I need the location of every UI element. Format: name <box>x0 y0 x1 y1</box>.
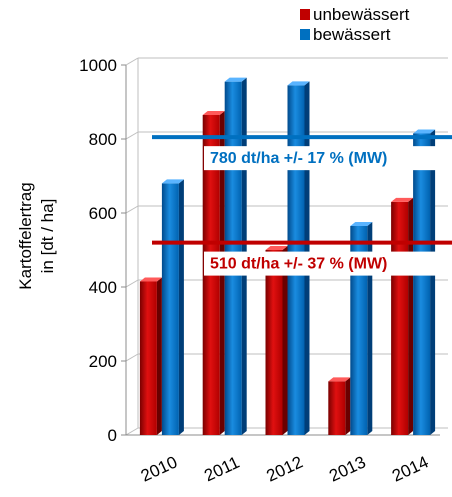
reference-label-bg <box>204 251 452 276</box>
legend-swatch <box>300 29 310 40</box>
reference-lines: 780 dt/ha +/- 17 % (MW) 510 dt/ha +/- 37 … <box>152 135 452 276</box>
y-axis-label-line: in [dt / ha] <box>38 199 57 274</box>
bar-side <box>408 197 414 435</box>
x-tick-label: 2012 <box>264 452 306 485</box>
bar-front <box>413 133 431 435</box>
bar-front <box>391 201 409 435</box>
bar-bewaessert-2010 <box>161 179 184 435</box>
y-axis-label-line: Kartoffelertrag <box>16 182 35 289</box>
grid-line-diag <box>125 427 139 436</box>
y-tick-label: 0 <box>108 426 117 445</box>
bar-front <box>139 281 157 435</box>
reference-line-unbewaessert: 510 dt/ha +/- 37 % (MW) <box>152 240 452 276</box>
reference-label: 510 dt/ha +/- 37 % (MW) <box>210 256 387 273</box>
y-tick-label: 200 <box>89 352 117 371</box>
grid-line-diag <box>125 131 139 140</box>
x-tick-label: 2014 <box>389 452 431 485</box>
x-tick-label: 2010 <box>138 452 180 485</box>
legend-item-bewaessert: bewässert <box>300 25 391 44</box>
legend-label: unbewässert <box>313 5 410 24</box>
grid-line-diag <box>125 57 139 66</box>
grid-line-diag <box>125 279 139 288</box>
reference-line-bewaessert: 780 dt/ha +/- 17 % (MW) <box>152 135 452 171</box>
bar-front <box>265 250 283 435</box>
y-tick-label: 400 <box>89 278 117 297</box>
bar-unbewaessert-2013 <box>328 377 351 435</box>
x-ticks: 2010 2011 2012 2013 2014 <box>138 452 432 485</box>
bar-unbewaessert-2014 <box>391 197 414 435</box>
bar-top <box>139 277 162 282</box>
grid-line-diag <box>125 205 139 214</box>
bar-unbewaessert-2012 <box>265 246 288 435</box>
y-tick-label: 1000 <box>79 56 117 75</box>
bar-top <box>287 81 310 86</box>
bar-side <box>430 129 436 435</box>
bar-front <box>161 183 179 435</box>
y-tick-label: 600 <box>89 204 117 223</box>
reference-label-bg <box>204 146 452 171</box>
legend-swatch <box>300 9 310 20</box>
bar-top <box>202 110 225 115</box>
bar-top <box>265 246 288 250</box>
grid-line-diag <box>125 353 139 362</box>
bar-side <box>156 277 162 435</box>
y-ticks: 0 200 400 600 800 1000 <box>79 56 126 445</box>
reference-label: 780 dt/ha +/- 17 % (MW) <box>210 150 387 167</box>
bar-side <box>282 246 288 435</box>
bar-side <box>345 377 351 435</box>
bar-front <box>350 225 368 435</box>
bar-unbewaessert-2010 <box>139 277 162 435</box>
x-tick-label: 2013 <box>326 452 368 485</box>
bar-bewaessert-2014 <box>413 129 436 435</box>
bar-top <box>328 377 351 382</box>
bar-top <box>391 197 414 202</box>
y-axis-label: Kartoffelertrag in [dt / ha] <box>16 182 57 289</box>
legend-item-unbewaessert: unbewässert <box>300 5 410 24</box>
y-tick-label: 800 <box>89 130 117 149</box>
bar-top <box>224 77 247 82</box>
x-tick-label: 2011 <box>201 453 242 486</box>
bar-front <box>328 381 346 435</box>
bar-top <box>161 179 184 184</box>
bar-side <box>178 179 184 435</box>
bar-top <box>350 221 373 226</box>
bar-top <box>413 129 436 134</box>
legend-label: bewässert <box>313 25 391 44</box>
